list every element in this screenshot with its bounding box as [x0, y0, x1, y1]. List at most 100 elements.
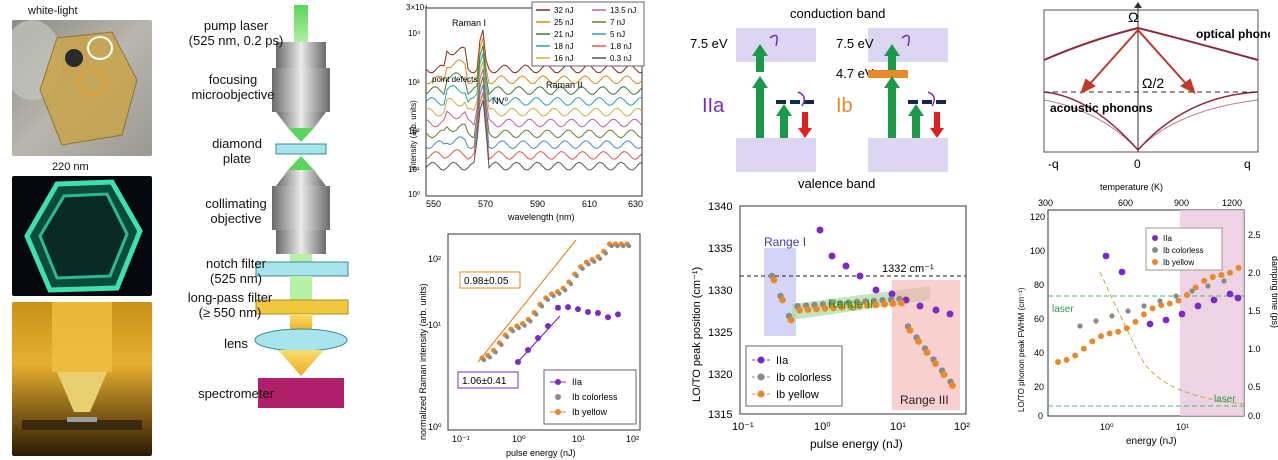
ib-yellow-point — [915, 338, 922, 345]
ib-colorless-point — [626, 243, 632, 249]
iia-point — [872, 286, 880, 294]
peak-xtick: 10⁻¹ — [732, 421, 754, 433]
spectra-legend-item: 32 nJ — [554, 6, 574, 15]
fwhm-legend-ib-yellow: Ib yellow — [1163, 258, 1194, 267]
range2-label: Range II — [828, 297, 873, 311]
spectra-yticks: 10⁴ 10³ 10² 10¹ 10⁰ — [408, 29, 421, 199]
damping-curve — [1099, 271, 1245, 405]
ib-colorless-point — [615, 243, 620, 249]
spectra-legend: 32 nJ 25 nJ 21 nJ 18 nJ 16 nJ 13.5 nJ 7 nJ 5 nJ… — [531, 1, 645, 67]
scaling-xlabel: pulse energy (nJ) — [506, 448, 576, 458]
iia-point — [595, 309, 601, 316]
laser-label-2: laser — [1214, 394, 1236, 405]
ib-yellow-point — [1098, 333, 1104, 340]
fwhm-top-label: temperature (K) — [1100, 182, 1163, 192]
setup-photo — [12, 302, 152, 456]
ib-colorless-point — [574, 273, 579, 279]
ib-colorless-point — [563, 287, 568, 293]
ib-yellow-point — [1072, 352, 1079, 359]
spectra-ylabel: intensity (arb. units) — [409, 100, 418, 170]
fwhm-ytick: 120 — [1030, 212, 1045, 222]
iia-point — [816, 226, 824, 234]
iia-point — [1234, 294, 1242, 302]
ib-colorless-point — [1125, 308, 1131, 314]
fwhm-y2tick: 1.5 — [1248, 306, 1261, 316]
fwhm-yticks: 120 100 80 60 40 20 0 — [1030, 212, 1045, 421]
iia-point — [932, 306, 940, 314]
raman-scaling-legend: IIa Ib colorless Ib yellow — [543, 369, 637, 425]
ib-yellow-point — [1080, 345, 1087, 352]
scaling-legend-ib-yellow: Ib yellow — [572, 407, 608, 417]
fwhm-xlabel: energy (nJ) — [1126, 436, 1177, 447]
ib-colorless-point — [568, 281, 574, 287]
ib-yellow-point — [1175, 297, 1182, 304]
photo1-label: white-light — [28, 5, 78, 17]
ib-yellow-point — [932, 360, 939, 367]
peak-ytick: 1340 — [708, 201, 732, 213]
ib-colorless-point — [516, 325, 521, 331]
valence-band-label: valence band — [798, 176, 875, 191]
ib-colorless-point — [1093, 318, 1099, 324]
peak-xticks: 10⁻¹ 10⁰ 10¹ 10² — [732, 421, 970, 433]
iia-point — [545, 323, 551, 329]
fwhm-ylabel: LO/TO phonon peak FWHM (cm⁻¹) — [1017, 287, 1026, 412]
spectra-legend-item: 0.3 nJ — [610, 54, 632, 63]
iia-point — [1118, 268, 1126, 276]
iia-point — [1210, 296, 1218, 304]
fwhm-ytick: 80 — [1034, 280, 1044, 290]
ib-colorless-point — [499, 342, 504, 348]
acoustic-label: acoustic phonons — [1050, 101, 1153, 115]
peak-ytick: 1320 — [708, 369, 732, 381]
spectrum-line — [425, 84, 643, 150]
fwhm-y2tick: 2.5 — [1248, 230, 1261, 240]
ib-yellow-point — [1218, 272, 1225, 279]
fit-box-1 — [459, 271, 521, 289]
ib-colorless-point — [505, 334, 510, 340]
iia-point — [515, 359, 521, 365]
phonon-dispersion: Ω Ω/2 optical phonons acoustic phonons -… — [1043, 2, 1270, 171]
fwhm-plot: temperature (K) 300 600 900 1200 laser l… — [1017, 182, 1278, 447]
peak-ytick: 1315 — [708, 409, 732, 421]
fwhm-top-tick: 600 — [1118, 198, 1133, 208]
ib-yellow-point — [1201, 277, 1208, 284]
white-light-photo — [12, 20, 152, 156]
spectrum-line — [425, 61, 643, 117]
spectrum-line — [425, 29, 643, 74]
ib-colorless-point — [545, 297, 550, 303]
ib-colorless-point — [487, 355, 492, 360]
ib-colorless-point — [603, 251, 608, 256]
ib-yellow-point — [889, 300, 897, 307]
ib-yellow-point — [1158, 302, 1165, 309]
label-spectrometer: spectrometer — [198, 386, 274, 401]
peak-legend-ib-yellow: Ib yellow — [776, 389, 819, 401]
vb-box-iia — [736, 138, 816, 172]
fwhm-y2tick: 0.0 — [1248, 411, 1261, 421]
scaling-ylabel: normalized Raman intensity (arb. units) — [418, 283, 428, 440]
peak-xtick: 10⁰ — [814, 421, 831, 433]
annot-nv0: NV⁰ — [492, 96, 509, 106]
raman-scaling-marks — [479, 241, 632, 365]
iia-point — [555, 304, 561, 311]
ib-colorless-point — [1109, 313, 1115, 319]
ib-yellow-point — [923, 349, 931, 356]
spectra-plot: 3×10⁴ 10⁴ 10³ 10² 10¹ 10⁰ 550 570 590 61… — [406, 1, 645, 222]
spectra-ytop: 3×10⁴ — [406, 3, 428, 12]
iia-point — [946, 310, 954, 318]
ib-yellow-point — [847, 303, 854, 310]
ib-colorless-point — [528, 319, 533, 324]
label-pump-laser: pump laser (525 nm, 0.2 ps) — [188, 18, 284, 48]
peak-yticks: 1340 1335 1330 1325 1320 1315 — [708, 201, 732, 421]
ib-colorless-point — [522, 323, 527, 328]
spectra-xlabel: wavelength (nm) — [507, 212, 575, 222]
ib-yellow-point — [1209, 273, 1216, 280]
spectrum-line — [425, 45, 643, 96]
iia-point — [1162, 316, 1170, 324]
ib-yellow-point — [787, 316, 795, 324]
optical-branch — [1043, 26, 1259, 61]
green-arrows — [752, 44, 924, 138]
scaling-xtick: 10² — [626, 434, 639, 444]
range1-label: Range I — [764, 235, 806, 249]
spectra-legend-item: 7 nJ — [610, 18, 625, 27]
ib-yellow-point — [838, 303, 846, 311]
spectra-ytick: 10⁰ — [408, 190, 420, 199]
